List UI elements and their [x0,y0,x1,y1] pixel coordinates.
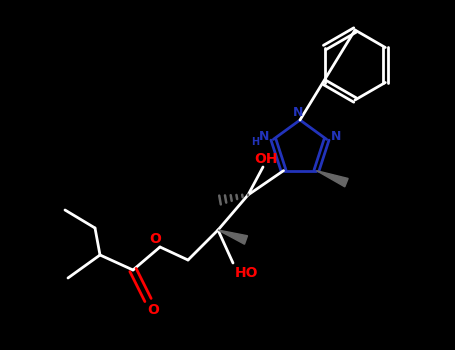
Text: HO: HO [234,266,258,280]
Text: O: O [149,232,161,246]
Polygon shape [218,230,248,244]
Text: O: O [147,303,159,317]
Text: N: N [259,130,269,143]
Text: N: N [293,105,303,119]
Text: N: N [330,130,341,143]
Text: H: H [251,137,259,147]
Polygon shape [317,171,348,187]
Text: OH: OH [254,152,278,166]
